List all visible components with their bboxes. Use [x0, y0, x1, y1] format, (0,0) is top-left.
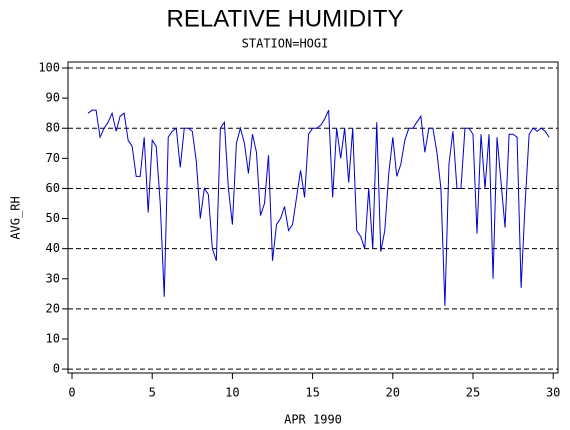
y-tick-label: 50	[46, 211, 60, 225]
y-tick-label: 80	[46, 121, 60, 135]
x-tick-label: 15	[305, 386, 319, 400]
y-tick-label: 90	[46, 91, 60, 105]
y-tick-label: 70	[46, 151, 60, 165]
x-tick-label: 10	[225, 386, 239, 400]
x-axis-label: APR 1990	[284, 413, 342, 427]
x-tick-label: 20	[386, 386, 400, 400]
y-tick-label: 10	[46, 331, 60, 345]
y-tick-label: 0	[53, 362, 60, 376]
x-tick-label: 25	[466, 386, 480, 400]
plot-frame	[67, 61, 559, 374]
y-tick-label: 30	[46, 271, 60, 285]
data-line	[87, 109, 550, 306]
y-tick-label: 20	[46, 301, 60, 315]
x-tick-label: 5	[149, 386, 156, 400]
y-tick-label: 100	[38, 61, 60, 75]
x-tick-label: 0	[68, 386, 75, 400]
y-axis-label: AVG_RH	[9, 196, 23, 239]
chart-subtitle: STATION=HOGI	[242, 37, 329, 51]
y-tick-label: 60	[46, 181, 60, 195]
y-tick-label: 40	[46, 241, 60, 255]
x-tick-label: 30	[546, 386, 560, 400]
chart-title: RELATIVE HUMIDITY	[167, 5, 404, 32]
